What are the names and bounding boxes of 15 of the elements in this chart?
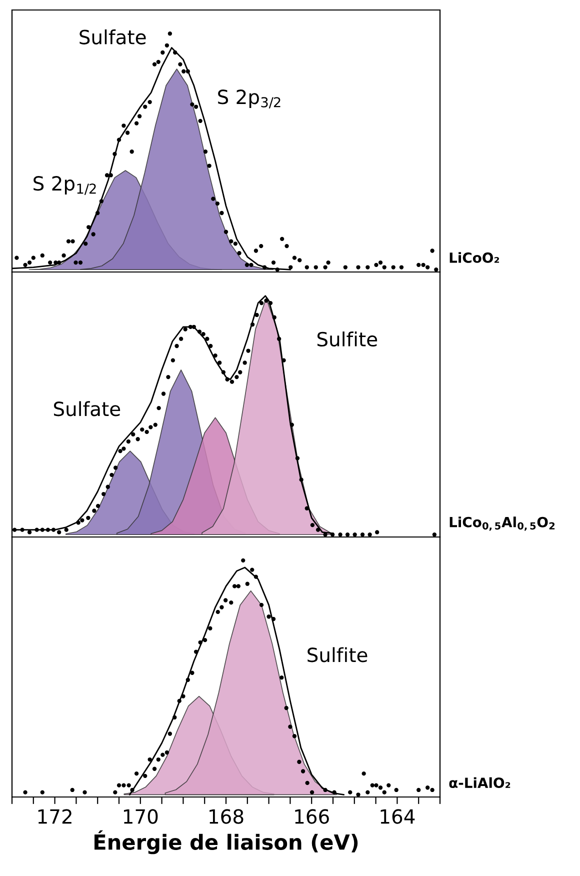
text: α-LiAlO₂ xyxy=(449,777,510,788)
text: LiCo$_{0,5}$Al$_{0,5}$O$_{2}$ xyxy=(450,516,555,531)
annotation: S 2p$_{1/2}$ xyxy=(34,176,96,195)
annotation: Sulfate xyxy=(54,401,120,416)
x-axis-title: Énergie de liaison (eV) xyxy=(94,830,358,854)
text: LiCoO₂ xyxy=(450,252,500,263)
x-tick-label: 168 xyxy=(210,809,244,824)
annotation: Sulfate xyxy=(80,29,146,44)
annotation: Sulfite xyxy=(308,647,368,662)
x-tick-label: 164 xyxy=(380,809,415,824)
x-tick-label: 172 xyxy=(38,809,72,824)
x-tick-label: 170 xyxy=(124,809,158,824)
annotation: S 2p$_{3/2}$ xyxy=(218,90,280,108)
annotation: Sulfite xyxy=(317,331,378,347)
x-tick-label: 166 xyxy=(295,809,329,824)
